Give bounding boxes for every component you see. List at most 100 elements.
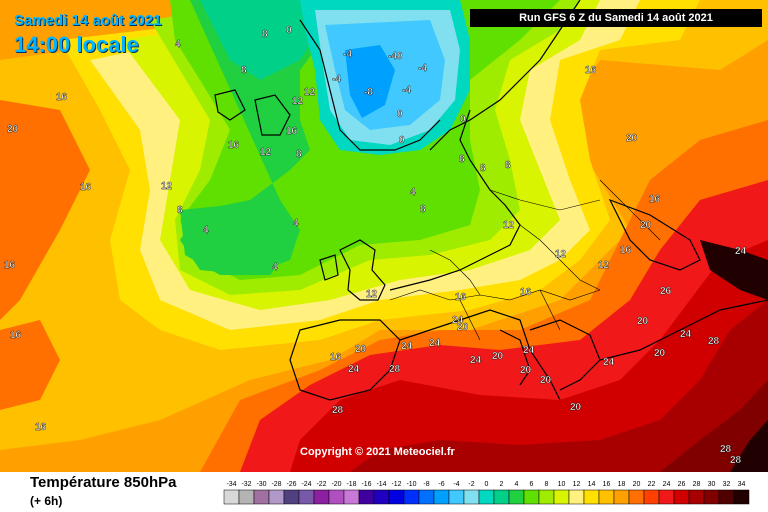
scale-tick-label: -18 [346,481,356,488]
temperature-label: 0 [460,114,466,125]
temperature-label: 24 [348,364,360,375]
temperature-label: 16 [228,140,240,151]
temperature-label: 24 [429,338,441,349]
scale-swatch [268,489,285,505]
temperature-label: 4 [293,218,299,229]
temperature-label: 20 [654,348,666,359]
isotherm-zone-26 [290,240,768,472]
scale-tick-label: 8 [545,481,549,488]
scale-tick-label: -28 [271,481,281,488]
scale-swatch [238,489,255,505]
temperature-label: 12 [304,87,316,98]
scale-tick-label: 32 [723,481,731,488]
temperature-label: 20 [626,133,638,144]
scale-swatch [388,489,405,505]
temperature-label: 16 [455,292,467,303]
scale-tick-label: -14 [376,481,386,488]
temperature-label: 16 [35,422,47,433]
scale-swatch [673,489,690,505]
scale-tick-label: -8 [423,481,429,488]
copyright-text: Copyright © 2021 Meteociel.fr [300,446,456,458]
temperature-label: -4 [418,63,427,74]
scale-tick-label: -20 [331,481,341,488]
temperature-label: 26 [660,286,672,297]
temperature-label: 0 [399,135,405,146]
scale-swatch [403,489,420,505]
temperature-label: -40 [388,51,403,62]
scale-swatch [688,489,705,505]
temperature-label: 16 [585,65,597,76]
temperature-label: 8 [505,160,511,171]
scale-swatch [583,489,600,505]
time-title: 14:00 locale [14,32,139,57]
scale-tick-label: -4 [453,481,459,488]
temperature-label: 12 [598,260,610,271]
legend-footer: Température 850hPa (+ 6h) -34 -32 -30 -28 -2… [0,472,768,512]
temperature-label: 24 [401,341,413,352]
temperature-label: 20 [7,124,19,135]
temperature-label: 16 [330,352,342,363]
scale-swatch [643,489,660,505]
scale-swatch [313,489,330,505]
scale-swatch [658,489,675,505]
temperature-label: 20 [520,365,532,376]
temperature-label: -4 [402,85,411,96]
temperature-label: 20 [540,375,552,386]
scale-tick-label: 22 [648,481,656,488]
temperature-label: 8 [480,163,486,174]
scale-swatch [328,489,345,505]
temperature-label: 16 [620,245,632,256]
scale-swatch [418,489,435,505]
scale-swatch [613,489,630,505]
scale-tick-label: -22 [316,481,326,488]
temperature-label: 16 [10,330,22,341]
scale-tick-label: 26 [678,481,686,488]
isotherm-zone-20 [0,100,90,320]
scale-swatch [718,489,735,505]
temperature-label: 20 [640,220,652,231]
temperature-label: 4 [410,187,416,198]
temperature-label: 24 [603,357,615,368]
scale-tick-label: 4 [515,481,519,488]
temperature-label: -4 [332,74,341,85]
temperature-label: 8 [241,65,247,76]
isotherm-zone-30 [660,380,768,472]
scale-swatch [433,489,450,505]
scale-swatch [568,489,585,505]
legend-title: Température 850hPa [30,474,177,491]
scale-tick-label: -2 [468,481,474,488]
scale-tick-label: 12 [573,481,581,488]
scale-swatch [628,489,645,505]
temperature-label: 8 [459,154,465,165]
isotherm-zone-4 [180,0,330,275]
scale-tick-label: -12 [391,481,401,488]
temperature-label: 4 [203,225,209,236]
isotherm-zone-34-east [700,240,768,300]
temperature-label: 24 [523,345,535,356]
scale-swatch [358,489,375,505]
temperature-label: 16 [649,194,661,205]
scale-swatch [478,489,495,505]
temperature-label: 20 [637,316,649,327]
scale-swatch [598,489,615,505]
scale-tick-label: -34 [226,481,236,488]
scale-swatch [733,489,750,505]
scale-tick-label: -32 [241,481,251,488]
isotherm-zone-2 [200,0,320,80]
scale-swatch [283,489,300,505]
temperature-label: 28 [332,405,344,416]
temperature-label: 12 [260,147,272,158]
coastlines [214,0,768,401]
scale-swatch [523,489,540,505]
temperature-label: 12 [503,220,515,231]
temperature-label: 12 [366,289,378,300]
temperature-label: 4 [272,262,278,273]
temperature-label: 4 [175,39,181,50]
scale-tick-label: 6 [530,481,534,488]
temperature-label: 20 [457,322,469,333]
temperature-label: 16 [56,92,68,103]
scale-tick-label: 14 [588,481,596,488]
scale-swatch [508,489,525,505]
